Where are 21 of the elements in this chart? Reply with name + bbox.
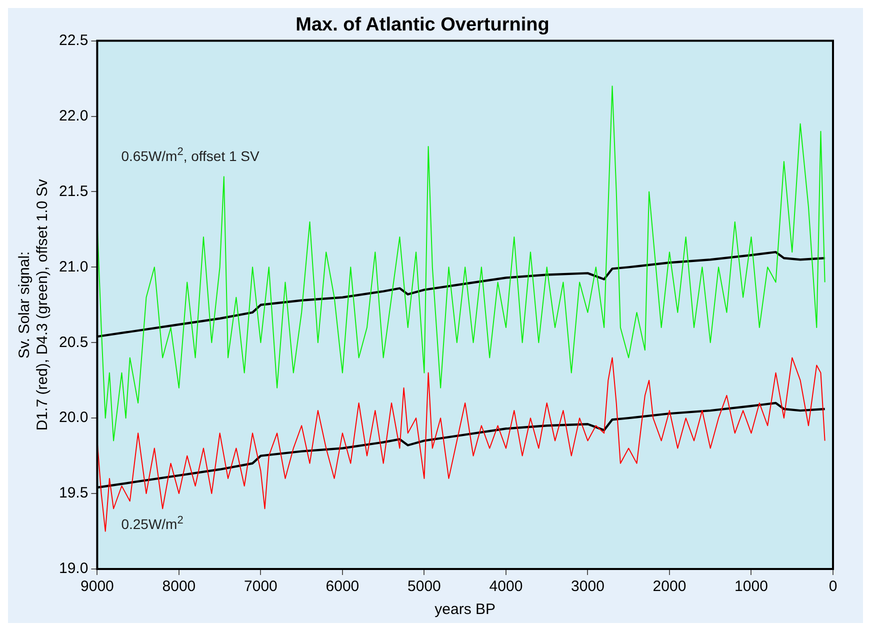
- x-tick-label: 0: [828, 578, 838, 596]
- x-tick-label: 8000: [162, 578, 196, 596]
- y-tick-label: 21.0: [58, 258, 88, 276]
- y-tick-label: 20.0: [58, 409, 88, 426]
- x-tick-label: 5000: [408, 578, 441, 596]
- y-tick-label: 19.5: [58, 484, 88, 502]
- x-tick-label: 1000: [734, 578, 768, 596]
- x-tick-label: 7000: [244, 578, 278, 596]
- x-tick-label: 4000: [489, 578, 523, 596]
- y-tick-label: 22.0: [58, 107, 88, 124]
- x-tick-label: 9000: [80, 578, 114, 596]
- x-tick-label: 6000: [326, 578, 360, 596]
- y-axis-title: Sv. Solar signal: D1.7 (red), D4.3 (green), offset 1.0 Sv: [16, 178, 52, 431]
- chart-title: Max. of Atlantic Overturning: [296, 14, 550, 36]
- x-tick-label: 2000: [652, 578, 686, 596]
- y-tick-label: 19.0: [58, 560, 88, 578]
- x-axis-title: years BP: [434, 601, 496, 618]
- x-tick-label: 3000: [571, 578, 604, 596]
- y-tick-label: 22.5: [58, 32, 88, 49]
- y-tick-label: 20.5: [58, 334, 88, 351]
- y-tick-label: 21.5: [58, 182, 88, 200]
